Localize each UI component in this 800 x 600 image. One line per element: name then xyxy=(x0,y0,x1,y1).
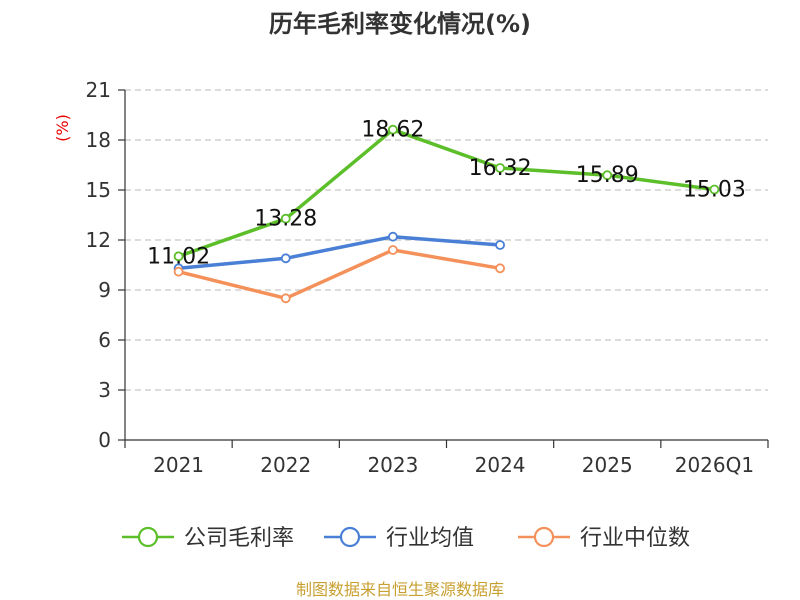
x-tick-label-2024: 2024 xyxy=(475,453,526,477)
legend-marker-2 xyxy=(533,526,555,548)
data-label-0-0: 11.02 xyxy=(147,244,210,269)
series-2-point-0 xyxy=(173,266,184,277)
series-2-point-1 xyxy=(280,293,291,304)
x-tick-label-2023: 2023 xyxy=(367,453,418,477)
y-tick-label-15: 15 xyxy=(86,178,111,202)
series-0-point-1 xyxy=(280,213,291,224)
legend-marker-1 xyxy=(339,526,361,548)
legend: 公司毛利率 行业均值 行业中位数 xyxy=(122,526,690,551)
data-labels: 11.02 13.28 18.62 16.32 15.89 15.03 xyxy=(147,118,746,270)
legend-label-0: 公司毛利率 xyxy=(184,526,294,551)
series-line-1 xyxy=(178,234,501,271)
series-0-point-5 xyxy=(709,184,720,195)
legend-label-1: 行业均值 xyxy=(386,526,474,551)
y-tick-label-12: 12 xyxy=(86,228,111,252)
series-lines xyxy=(173,124,720,304)
y-tick-label-9: 9 xyxy=(98,278,111,302)
x-tick-label-2025: 2025 xyxy=(582,453,633,477)
series-0-point-0 xyxy=(173,251,184,262)
series-2-point-2 xyxy=(388,245,398,255)
series-1-point-2 xyxy=(388,231,398,242)
x-tick-label-2021: 2021 xyxy=(153,453,204,477)
y-tick-label-3: 3 xyxy=(98,378,111,402)
y-tick-label-18: 18 xyxy=(86,128,111,152)
x-tick-label-2026Q1: 2026Q1 xyxy=(675,453,754,477)
y-tick-label-6: 6 xyxy=(98,328,111,352)
chart-title: 历年毛利率变化情况(%) xyxy=(269,10,531,38)
y-tick-label-21: 21 xyxy=(86,78,111,102)
axes: 0 3 6 9 12 15 18 21 2021 2022 2023 2024 2025 2026Q1 xyxy=(86,78,769,477)
series-0-point-2 xyxy=(388,124,398,135)
source-note: 制图数据来自恒生聚源数据库 xyxy=(296,580,504,599)
data-label-0-3: 16.32 xyxy=(469,156,532,181)
legend-marker-0 xyxy=(137,526,159,548)
data-label-0-5: 15.03 xyxy=(683,178,746,203)
series-line-0 xyxy=(178,127,715,258)
y-axis-label: (%) xyxy=(53,114,72,142)
series-0-point-3 xyxy=(495,163,505,173)
data-label-0-1: 13.28 xyxy=(254,207,317,232)
series-0-point-4 xyxy=(602,170,613,181)
series-2-point-3 xyxy=(495,263,505,274)
series-line-2 xyxy=(178,248,501,301)
data-label-0-2: 18.62 xyxy=(361,118,424,143)
series-1-point-1 xyxy=(280,253,291,264)
y-tick-label-0: 0 xyxy=(98,428,111,452)
series-1-point-3 xyxy=(495,240,505,250)
x-tick-label-2022: 2022 xyxy=(260,453,311,477)
legend-label-2: 行业中位数 xyxy=(580,526,690,551)
data-label-0-4: 15.89 xyxy=(576,163,639,188)
